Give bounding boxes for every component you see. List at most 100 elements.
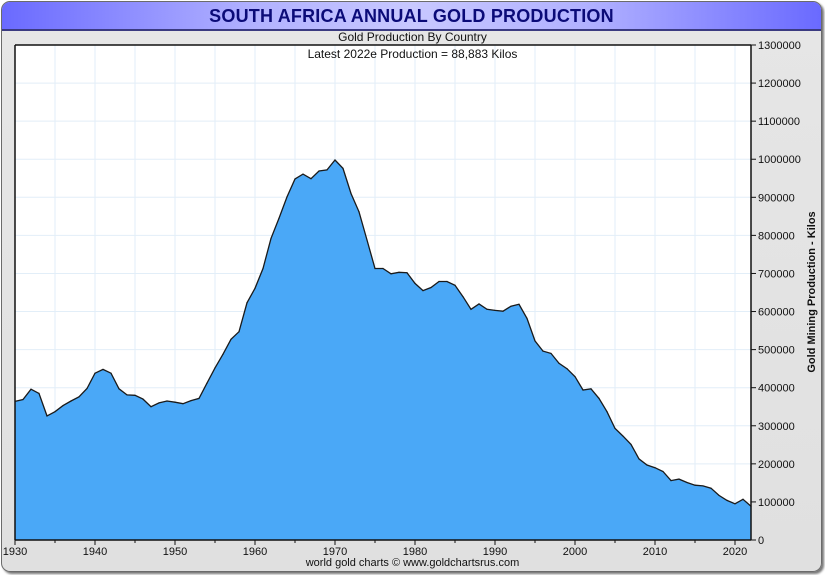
data-point [550, 352, 552, 355]
y-tick-label: 300000 [758, 421, 795, 433]
data-point [174, 401, 176, 403]
y-tick-label: 400000 [758, 383, 795, 395]
data-point [662, 470, 664, 473]
data-point [182, 403, 184, 405]
data-point [190, 400, 192, 402]
data-point [638, 458, 640, 460]
data-point [390, 273, 392, 275]
chart-title: SOUTH AFRICA ANNUAL GOLD PRODUCTION [209, 6, 614, 26]
data-point [222, 353, 224, 355]
data-point [318, 170, 320, 172]
y-axis-label: Gold Mining Production - Kilos [806, 211, 818, 373]
data-point [334, 159, 336, 161]
data-point [670, 480, 672, 482]
data-point [606, 411, 608, 413]
data-point [158, 402, 160, 404]
data-point [86, 387, 88, 390]
data-point [134, 394, 136, 396]
data-point [30, 388, 32, 390]
data-point [358, 211, 360, 213]
data-point [414, 282, 416, 284]
data-point [38, 392, 40, 395]
y-ticks: 0 100000 200000 300000 400000 500000 600000 700… [751, 40, 801, 547]
data-point [558, 362, 560, 364]
x-tick-label: 1980 [403, 546, 427, 558]
data-point [278, 217, 280, 219]
y-tick-label: 1000000 [758, 154, 801, 166]
x-tick-label: 1970 [323, 546, 347, 558]
data-point [726, 499, 728, 501]
data-point [598, 397, 600, 399]
data-point [150, 406, 152, 408]
data-point [238, 331, 240, 333]
y-tick-label: 500000 [758, 345, 795, 357]
data-point [502, 310, 504, 312]
data-point [622, 435, 624, 437]
x-tick-label: 1990 [483, 546, 507, 558]
data-point [750, 505, 752, 507]
data-point [582, 389, 584, 391]
data-point [326, 169, 328, 171]
data-point [102, 368, 104, 371]
data-point [294, 178, 296, 180]
data-point [46, 415, 48, 417]
data-point [510, 305, 512, 307]
data-point [454, 284, 456, 286]
y-tick-label: 800000 [758, 230, 795, 242]
data-point [382, 267, 384, 270]
x-tick-label: 2000 [563, 546, 587, 558]
data-point [542, 350, 544, 352]
data-point [590, 388, 592, 390]
data-point [406, 272, 408, 274]
y-tick-label: 1200000 [758, 78, 801, 90]
data-point [374, 267, 376, 270]
data-point [438, 280, 440, 283]
data-point [702, 485, 704, 487]
y-tick-label: 1100000 [758, 116, 800, 128]
y-tick-label: 200000 [758, 459, 795, 471]
footer-credit: world gold charts © www.goldchartsrus.co… [305, 557, 520, 569]
production-area [15, 160, 751, 540]
x-tick-label: 1940 [83, 546, 107, 558]
data-point [198, 397, 200, 399]
data-point [470, 308, 472, 310]
data-point [350, 192, 352, 195]
latest-production-annotation: Latest 2022e Production = 88,883 Kilos [307, 47, 518, 61]
data-point [246, 302, 248, 304]
data-point [126, 394, 128, 396]
data-point [366, 239, 368, 241]
y-tick-label: 600000 [758, 307, 795, 319]
data-point [734, 503, 736, 505]
data-point [302, 173, 304, 175]
data-point [166, 400, 168, 402]
data-point [686, 481, 688, 484]
y-tick-label: 1300000 [758, 40, 801, 52]
data-point [22, 398, 24, 401]
data-point [478, 303, 480, 305]
data-point [710, 487, 712, 489]
x-tick-label: 1950 [163, 546, 187, 558]
data-point [646, 464, 648, 466]
y-tick-label: 700000 [758, 268, 795, 280]
data-point [494, 309, 496, 311]
data-point [422, 289, 424, 292]
data-point [70, 400, 72, 402]
data-point [430, 286, 432, 289]
y-tick-label: 100000 [758, 497, 795, 509]
data-point [62, 404, 64, 407]
data-point [230, 338, 232, 340]
x-tick-label: 2010 [643, 546, 667, 558]
data-point [630, 443, 632, 446]
data-point [518, 303, 520, 305]
data-point [14, 400, 16, 402]
x-ticks: 1930 1940 1950 1960 1970 1980 1990 2000 2010 2020 [3, 540, 747, 558]
data-point [718, 494, 720, 497]
x-tick-label: 1960 [243, 546, 267, 558]
data-point [462, 296, 464, 298]
x-tick-label: 1930 [3, 546, 27, 558]
data-point [526, 317, 528, 319]
data-point [262, 267, 264, 270]
y-tick-label: 0 [758, 535, 764, 547]
data-point [694, 484, 696, 486]
